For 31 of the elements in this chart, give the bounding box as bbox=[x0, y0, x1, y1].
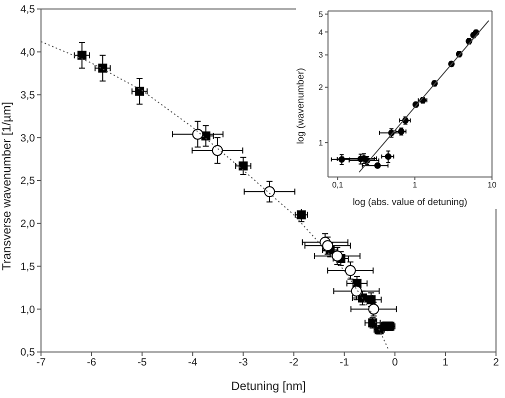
y-tick-label: 2,5 bbox=[20, 175, 36, 188]
x-tick-label: -1 bbox=[340, 356, 350, 368]
x-tick-label: -3 bbox=[238, 356, 248, 368]
y-axis-title: Transverse wavenumber [1/µm] bbox=[0, 102, 14, 270]
y-tick-label: 3,0 bbox=[20, 132, 36, 144]
x-tick-label: 0 bbox=[392, 356, 398, 368]
x-axis-title: log (abs. value of detuning) bbox=[352, 197, 468, 208]
x-tick-label: -6 bbox=[86, 356, 96, 368]
x-tick-label: 2 bbox=[493, 356, 500, 368]
y-tick-label: 5 bbox=[318, 10, 324, 19]
y-tick-label: 4,0 bbox=[20, 46, 36, 59]
y-tick-label: 3 bbox=[318, 50, 324, 60]
y-tick-label: 2 bbox=[318, 83, 324, 92]
x-tick-label: 0,1 bbox=[332, 180, 344, 190]
y-tick-label: 4 bbox=[318, 28, 324, 37]
y-tick-label: 1,0 bbox=[20, 304, 36, 316]
x-axis-title: Detuning [nm] bbox=[231, 379, 306, 393]
x-tick-label: -2 bbox=[289, 356, 299, 368]
y-tick-label: 1,5 bbox=[20, 260, 36, 273]
x-tick-label: 1 bbox=[442, 356, 449, 368]
y-tick-label: 2,0 bbox=[20, 218, 36, 230]
y-tick-label: 3,5 bbox=[20, 89, 36, 102]
x-tick-label: 1 bbox=[412, 180, 418, 190]
y-tick-label: 0,5 bbox=[20, 346, 36, 359]
x-tick-label: -5 bbox=[137, 356, 147, 368]
x-tick-label: 10 bbox=[488, 180, 497, 190]
x-tick-label: -4 bbox=[188, 356, 198, 368]
y-axis-title: log (wavenumber) bbox=[295, 68, 306, 144]
x-tick-label: -7 bbox=[36, 356, 46, 368]
y-tick-label: 1 bbox=[318, 138, 324, 148]
y-tick-label: 4,5 bbox=[20, 4, 36, 16]
